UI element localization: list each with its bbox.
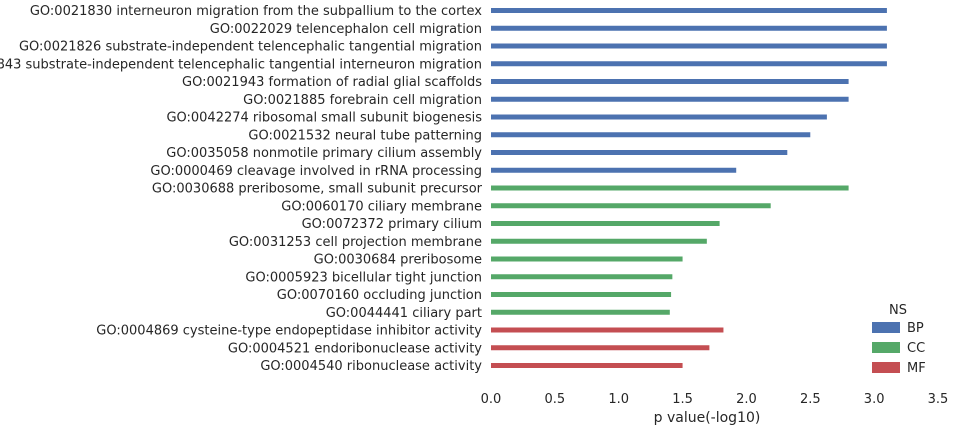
category-label: GO:0035058 nonmotile primary cilium asse… — [166, 146, 482, 161]
bar — [491, 25, 887, 31]
category-label: GO:0021943 formation of radial glial sca… — [182, 75, 482, 90]
bar — [491, 274, 673, 280]
bar — [491, 132, 811, 138]
category-label: GO:0000469 cleavage involved in rRNA pro… — [150, 164, 482, 179]
category-label: GO:0072372 primary cilium — [302, 217, 482, 232]
category-label: GO:0031253 cell projection membrane — [229, 235, 482, 250]
category-labels: GO:0021830 interneuron migration from th… — [0, 4, 483, 374]
bar — [491, 327, 724, 333]
bar — [491, 363, 683, 368]
bar — [491, 43, 887, 49]
bar — [491, 185, 849, 191]
x-axis-label: p value(-log10) — [654, 410, 761, 426]
category-label: GO:0021843 substrate-independent telence… — [0, 57, 482, 72]
x-tick-label: 3.0 — [864, 392, 885, 407]
category-label: GO:0021885 forebrain cell migration — [243, 93, 482, 108]
x-tick-label: 0.5 — [545, 392, 566, 407]
bar — [491, 292, 672, 297]
legend: NS BP CC MF — [872, 303, 926, 376]
bar — [491, 96, 849, 102]
x-tick-label: 2.5 — [800, 392, 821, 407]
x-tick-label: 1.0 — [608, 392, 629, 407]
x-tick-label: 1.5 — [672, 392, 693, 407]
category-label: GO:0070160 occluding junction — [277, 288, 482, 303]
bar — [491, 345, 710, 351]
bar — [491, 203, 771, 209]
x-tick-label: 2.0 — [736, 392, 757, 407]
bar — [491, 114, 827, 120]
bar — [491, 238, 707, 244]
category-label: GO:0004869 cysteine-type endopeptidase i… — [96, 324, 482, 339]
x-tick-label: 0.0 — [481, 392, 502, 407]
bar — [491, 8, 887, 13]
category-label: GO:0005923 bicellular tight junction — [245, 270, 482, 285]
legend-swatch — [872, 342, 900, 353]
legend-swatch — [872, 362, 900, 373]
x-tick-label: 3.5 — [928, 392, 949, 407]
category-label: GO:0022029 telencephalon cell migration — [210, 22, 482, 37]
legend-title: NS — [889, 303, 907, 318]
legend-swatch — [872, 322, 900, 333]
bar — [491, 309, 670, 315]
bar — [491, 61, 887, 67]
x-tick-labels: 0.0 0.5 1.0 1.5 2.0 2.5 3.0 3.5 — [481, 392, 949, 407]
bar — [491, 167, 737, 173]
bar — [491, 79, 849, 84]
legend-label: BP — [907, 321, 924, 336]
legend-label: MF — [907, 361, 926, 376]
bar — [491, 150, 788, 155]
bar — [491, 221, 720, 226]
bars — [491, 8, 887, 368]
category-label: GO:0030684 preribosome — [314, 253, 482, 268]
legend-label: CC — [907, 341, 925, 356]
category-label: GO:0044441 ciliary part — [326, 306, 482, 321]
category-label: GO:0060170 ciliary membrane — [281, 199, 482, 214]
bar — [491, 256, 683, 262]
category-label: GO:0030688 preribosome, small subunit pr… — [152, 182, 483, 197]
category-label: GO:0004540 ribonuclease activity — [260, 359, 482, 374]
category-label: GO:0021532 neural tube patterning — [248, 128, 482, 143]
category-label: GO:0004521 endoribonuclease activity — [228, 341, 482, 356]
category-label: GO:0021826 substrate-independent telence… — [19, 40, 482, 55]
category-label: GO:0021830 interneuron migration from th… — [30, 4, 482, 19]
category-label: GO:0042274 ribosomal small subunit bioge… — [166, 111, 482, 126]
